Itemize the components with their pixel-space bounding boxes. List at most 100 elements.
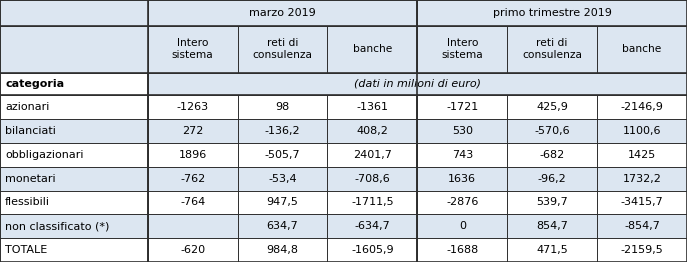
Bar	[238, 26, 328, 73]
Text: 2401,7: 2401,7	[353, 150, 392, 160]
Bar	[238, 95, 328, 119]
Text: Intero
sistema: Intero sistema	[442, 39, 483, 60]
Text: (dati in milioni di euro): (dati in milioni di euro)	[354, 79, 481, 89]
Bar	[597, 119, 687, 143]
Text: 408,2: 408,2	[357, 126, 388, 136]
Text: -1688: -1688	[446, 245, 478, 255]
Bar	[148, 214, 238, 238]
Text: 947,5: 947,5	[267, 198, 298, 208]
Text: -2146,9: -2146,9	[620, 102, 664, 112]
Text: -682: -682	[539, 150, 565, 160]
Text: 1896: 1896	[179, 150, 207, 160]
Bar	[328, 190, 418, 214]
Text: banche: banche	[352, 44, 392, 54]
Text: azionari: azionari	[5, 102, 49, 112]
Bar	[0, 190, 148, 214]
Text: -505,7: -505,7	[264, 150, 300, 160]
Bar	[238, 143, 328, 167]
Bar	[418, 190, 507, 214]
Text: 425,9: 425,9	[537, 102, 568, 112]
Bar	[418, 26, 507, 73]
Bar	[0, 95, 148, 119]
Bar	[0, 0, 148, 26]
Text: monetari: monetari	[5, 174, 56, 184]
Bar	[238, 190, 328, 214]
Bar	[148, 95, 238, 119]
Text: TOTALE: TOTALE	[5, 245, 47, 255]
Text: -136,2: -136,2	[264, 126, 300, 136]
Text: -1605,9: -1605,9	[351, 245, 394, 255]
Text: 1100,6: 1100,6	[623, 126, 662, 136]
Text: -1263: -1263	[177, 102, 209, 112]
Text: 984,8: 984,8	[267, 245, 299, 255]
Text: -762: -762	[180, 174, 205, 184]
Bar	[148, 0, 418, 26]
Text: -1361: -1361	[357, 102, 388, 112]
Bar	[0, 143, 148, 167]
Text: -570,6: -570,6	[534, 126, 570, 136]
Bar	[328, 238, 418, 262]
Text: 0: 0	[459, 221, 466, 231]
Text: 1425: 1425	[628, 150, 656, 160]
Bar	[418, 167, 507, 190]
Bar	[0, 167, 148, 190]
Bar	[507, 95, 597, 119]
Bar	[0, 214, 148, 238]
Text: -620: -620	[180, 245, 205, 255]
Text: 1732,2: 1732,2	[622, 174, 662, 184]
Bar	[328, 26, 418, 73]
Text: 530: 530	[452, 126, 473, 136]
Bar	[597, 238, 687, 262]
Bar	[328, 167, 418, 190]
Bar	[148, 190, 238, 214]
Text: -708,6: -708,6	[354, 174, 390, 184]
Bar	[238, 214, 328, 238]
Bar	[597, 143, 687, 167]
Bar	[507, 238, 597, 262]
Text: -96,2: -96,2	[538, 174, 567, 184]
Bar	[507, 190, 597, 214]
Bar	[597, 95, 687, 119]
Text: 98: 98	[275, 102, 290, 112]
Bar	[0, 73, 148, 95]
Bar	[418, 238, 507, 262]
Text: -634,7: -634,7	[354, 221, 390, 231]
Bar	[148, 167, 238, 190]
Text: bilanciati: bilanciati	[5, 126, 56, 136]
Bar	[148, 73, 687, 95]
Bar	[597, 190, 687, 214]
Text: categoria: categoria	[5, 79, 64, 89]
Bar	[148, 26, 238, 73]
Text: -1711,5: -1711,5	[351, 198, 394, 208]
Bar	[418, 0, 687, 26]
Bar	[238, 167, 328, 190]
Text: marzo 2019: marzo 2019	[249, 8, 316, 18]
Text: 1636: 1636	[449, 174, 476, 184]
Bar	[418, 214, 507, 238]
Bar	[507, 26, 597, 73]
Text: -53,4: -53,4	[268, 174, 297, 184]
Bar	[418, 95, 507, 119]
Text: -764: -764	[180, 198, 205, 208]
Text: 272: 272	[182, 126, 203, 136]
Bar	[507, 214, 597, 238]
Bar	[507, 167, 597, 190]
Bar	[148, 143, 238, 167]
Bar	[418, 119, 507, 143]
Bar	[0, 238, 148, 262]
Text: 854,7: 854,7	[537, 221, 568, 231]
Text: 471,5: 471,5	[537, 245, 568, 255]
Text: 634,7: 634,7	[267, 221, 298, 231]
Text: 743: 743	[451, 150, 473, 160]
Text: Intero
sistema: Intero sistema	[172, 39, 214, 60]
Bar	[0, 26, 148, 73]
Text: flessibili: flessibili	[5, 198, 50, 208]
Bar	[238, 238, 328, 262]
Text: reti di
consulenza: reti di consulenza	[253, 39, 313, 60]
Text: reti di
consulenza: reti di consulenza	[522, 39, 582, 60]
Bar	[328, 119, 418, 143]
Bar	[597, 214, 687, 238]
Bar	[597, 26, 687, 73]
Text: -1721: -1721	[446, 102, 478, 112]
Bar	[148, 119, 238, 143]
